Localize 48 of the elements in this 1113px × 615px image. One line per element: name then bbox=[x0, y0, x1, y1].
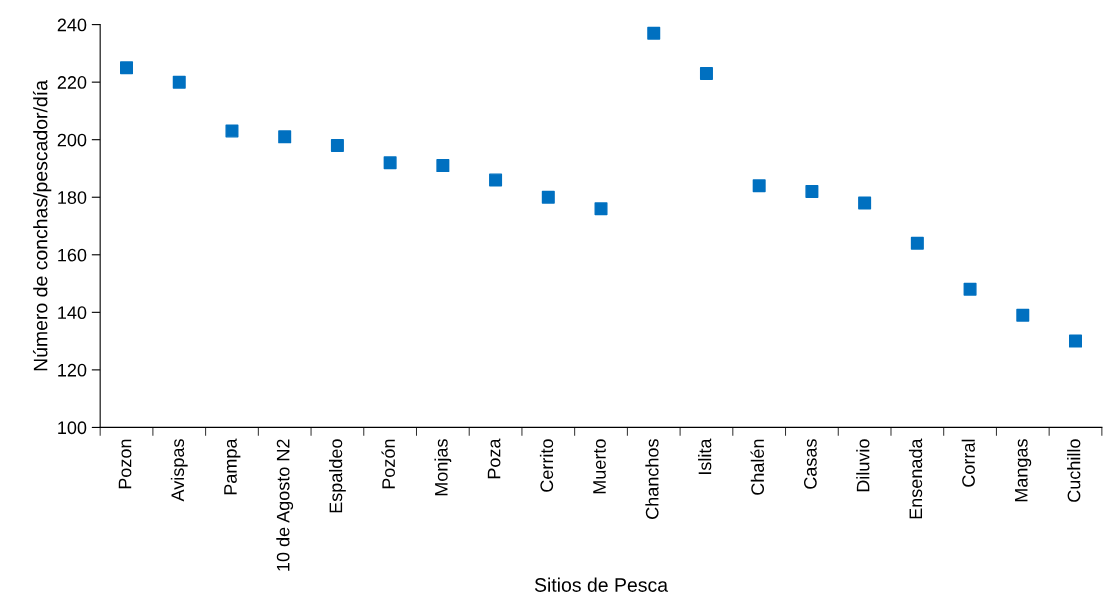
point bbox=[172, 75, 186, 89]
x-tick-label: Muerto bbox=[593, 439, 606, 494]
y-tick-label: 220 bbox=[57, 76, 87, 89]
point bbox=[858, 196, 872, 210]
x-tick-label: Espaldeo bbox=[329, 439, 346, 513]
x-tick-label: Casas bbox=[803, 439, 817, 489]
x-tick-label: Pampa bbox=[224, 438, 241, 495]
y-tick-label: 100 bbox=[58, 421, 87, 435]
point bbox=[436, 159, 450, 173]
point bbox=[699, 67, 713, 81]
point bbox=[647, 26, 661, 40]
point bbox=[805, 184, 819, 198]
point bbox=[489, 173, 503, 187]
point bbox=[541, 190, 555, 204]
point bbox=[963, 282, 977, 296]
x-tick-label: Islita bbox=[698, 438, 712, 474]
y-tick-label: 240 bbox=[57, 18, 87, 32]
point bbox=[225, 124, 239, 138]
point bbox=[1069, 334, 1083, 348]
x-tick-label: Mangas bbox=[1015, 439, 1032, 502]
point bbox=[752, 179, 766, 193]
point bbox=[278, 130, 292, 144]
point bbox=[594, 202, 608, 216]
y-tick-label: 140 bbox=[58, 306, 87, 320]
x-tick-label: Monjas bbox=[434, 439, 452, 496]
x-tick-label: Chalén bbox=[750, 439, 765, 495]
x-tick-label: Avispas bbox=[170, 439, 188, 502]
x-tick-label: 10 de Agosto N2 bbox=[276, 439, 294, 571]
x-tick-label: Poza bbox=[487, 438, 501, 479]
x-tick-label: Pozon bbox=[118, 439, 132, 489]
y-tick-label: 160 bbox=[58, 248, 87, 262]
x-tick-label: Diluvio bbox=[856, 439, 870, 492]
x-tick-label: Pozón bbox=[381, 439, 395, 489]
x-tick-label: Cerrito bbox=[539, 439, 554, 492]
x-tick-label: Chanchos bbox=[645, 439, 659, 519]
point bbox=[910, 236, 924, 250]
x-tick-label: Ensenada bbox=[908, 438, 923, 519]
x-tick-label: Cuchillo bbox=[1067, 439, 1081, 502]
x-tick-label: Corral bbox=[961, 439, 975, 487]
point bbox=[383, 156, 397, 170]
point bbox=[330, 138, 344, 152]
point bbox=[120, 61, 134, 75]
y-tick-label: 200 bbox=[57, 133, 87, 147]
y-axis-title: Número de conchas/pescador/día bbox=[32, 80, 52, 371]
y-tick-label: 120 bbox=[58, 363, 87, 377]
point bbox=[1016, 308, 1030, 322]
y-tick-label: 180 bbox=[58, 191, 87, 204]
x-axis-title: Sitios de Pesca bbox=[534, 577, 669, 592]
